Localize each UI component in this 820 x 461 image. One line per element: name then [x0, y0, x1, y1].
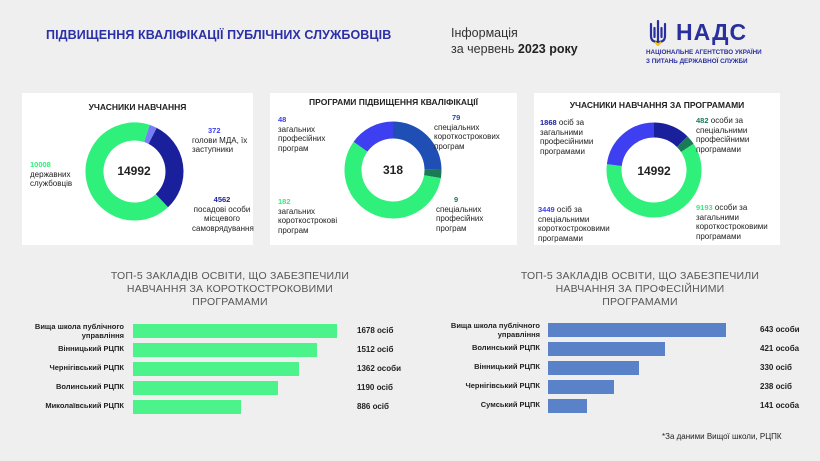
donut-1-center: 14992: [117, 164, 151, 178]
bar-category-label: Волинський РЦПК: [471, 343, 540, 352]
bar-value-label: 643 особи: [760, 325, 800, 334]
slice-text: особи за загальними короткостроковими пр…: [696, 203, 768, 241]
slice-value: 9: [454, 195, 459, 204]
logo-name: НАДС: [676, 19, 748, 45]
slice-text: особи за спеціальними професійними прогр…: [696, 116, 750, 154]
bar-value-label: 1190 осіб: [357, 383, 393, 392]
donut-2-center: 318: [382, 163, 404, 177]
donut-slice: [424, 169, 442, 179]
slice-value: 10008: [30, 160, 51, 169]
slice-text: посадові особи місцевого самоврядування: [192, 204, 254, 233]
donut-participants-by-program: [606, 122, 702, 218]
bar: [133, 362, 299, 376]
card-2-title: ПРОГРАМИ ПІДВИЩЕННЯ КВАЛІФІКАЦІЇ: [309, 97, 478, 107]
bar-value-label: 421 особа: [760, 344, 800, 353]
slice-label-civil-servants: 10008 державних службовців: [30, 160, 85, 189]
slice-value: 3449: [538, 205, 555, 214]
bar-value-label: 238 осіб: [760, 382, 792, 391]
slice-label-general-professional-people: 1868 осіб за загальними професійними про…: [540, 118, 610, 156]
donut-3-center: 14992: [637, 164, 671, 178]
bar: [548, 380, 614, 394]
period-line: за червень 2023 року: [451, 42, 578, 56]
donut-slice: [392, 121, 442, 171]
bar-category-label: Вінницький РЦПК: [58, 344, 124, 353]
donut-slice: [85, 122, 168, 221]
card-participants-by-program: [534, 93, 780, 245]
slice-text: голови МДА, їх заступники: [192, 135, 248, 155]
info-line: Інформація: [451, 26, 518, 40]
bar-value-label: 141 особа: [760, 401, 800, 410]
card-1-title: УЧАСНИКИ НАВЧАННЯ: [88, 102, 187, 112]
donut-slice: [653, 122, 688, 148]
bar: [548, 361, 640, 375]
slice-label-general-professional: 48 загальних професійних програм: [278, 115, 340, 153]
bar-chart-1-title: ТОП-5 ЗАКЛАДІВ ОСВІТИ, ЩО ЗАБЕЗПЕЧИЛИ НА…: [110, 270, 350, 308]
donut-slice: [143, 124, 157, 144]
donut-participants: [85, 122, 184, 221]
page-title: ПІДВИЩЕННЯ КВАЛІФІКАЦІЇ ПУБЛІЧНИХ СЛУЖБО…: [46, 28, 392, 42]
slice-label-heads: 372 голови МДА, їх заступники: [192, 126, 252, 155]
slice-label-general-short-people: 9193 особи за загальними короткострокови…: [696, 203, 784, 241]
period-prefix: за червень: [451, 42, 518, 56]
slice-value: 4562: [213, 195, 231, 204]
slice-text: спеціальних професійних програм: [436, 204, 484, 233]
slice-text: державних службовців: [30, 169, 73, 189]
bar: [548, 342, 665, 356]
slice-value: 1868: [540, 118, 557, 127]
bar-category-label: Миколаївський РЦПК: [45, 401, 124, 410]
bar: [133, 381, 278, 395]
card-3-title: УЧАСНИКИ НАВЧАННЯ ЗА ПРОГРАМАМИ: [569, 100, 745, 110]
slice-value: 79: [452, 113, 461, 122]
bar-value-label: 1512 осіб: [357, 345, 394, 354]
bar: [548, 399, 588, 413]
bar: [133, 400, 241, 414]
slice-label-special-professional: 9 спеціальних професійних програм: [436, 195, 516, 233]
slice-label-local-officials: 4562 посадові особи місцевого самоврядув…: [192, 195, 254, 233]
bar-value-label: 886 осіб: [357, 402, 389, 411]
bar-category-label: Вища школа публічного управління: [450, 321, 540, 339]
slice-label-general-short: 182 загальних короткострокові програм: [278, 197, 350, 235]
card-programs: [270, 93, 517, 245]
bar-value-label: 330 осіб: [760, 363, 792, 372]
trident-icon: [649, 20, 667, 46]
bar: [133, 324, 337, 338]
slice-text: загальних професійних програм: [278, 124, 326, 153]
donut-slice: [606, 143, 702, 218]
donut-slice: [606, 122, 655, 167]
slice-text: осіб за загальними професійними програма…: [540, 118, 594, 156]
slice-label-special-short: 79 спеціальних короткострокових програм: [434, 113, 518, 151]
bar-chart-2-title: ТОП-5 ЗАКЛАДІВ ОСВІТИ, ЩО ЗАБЕЗПЕЧИЛИ НА…: [520, 270, 760, 308]
slice-text: осіб за спеціальними короткостроковими п…: [538, 205, 610, 243]
bar-category-label: Вінницький РЦПК: [474, 362, 540, 371]
bar: [548, 323, 726, 337]
slice-label-special-professional-people: 482 особи за спеціальними професійними п…: [696, 116, 776, 154]
donut-slice: [344, 141, 441, 219]
slice-value: 48: [278, 115, 287, 124]
bar-category-label: Волинський РЦПК: [55, 382, 124, 391]
slice-label-special-short-people: 3449 осіб за спеціальними короткостроков…: [538, 205, 630, 243]
footnote: *За даними Вищої школи, РЦПК: [662, 432, 782, 441]
bar: [133, 343, 317, 357]
slice-value: 372: [208, 126, 221, 135]
slice-text: спеціальних короткострокових програм: [434, 122, 500, 151]
logo-subtitle-2: З ПИТАНЬ ДЕРЖАВНОЇ СЛУЖБИ: [646, 58, 748, 65]
slice-text: загальних короткострокові програм: [278, 206, 338, 235]
donut-slice: [148, 127, 184, 208]
slice-value: 482: [696, 116, 709, 125]
logo-subtitle-1: НАЦІОНАЛЬНЕ АГЕНТСТВО УКРАЇНИ: [646, 49, 762, 56]
donut-slice: [676, 136, 694, 153]
donut-slice: [353, 121, 394, 153]
bar-category-label: Сумський РЦПК: [480, 400, 540, 409]
bar-value-label: 1678 осіб: [357, 326, 394, 335]
period-year: 2023 року: [517, 42, 578, 56]
bar-category-label: Чернігівський РЦПК: [49, 363, 124, 372]
slice-value: 182: [278, 197, 291, 206]
bar-value-label: 1362 особи: [357, 364, 401, 373]
slice-value: 9193: [696, 203, 713, 212]
donut-programs: [344, 121, 442, 219]
bar-category-label: Вища школа публічного управління: [34, 322, 124, 340]
bar-category-label: Чернігівський РЦПК: [465, 381, 540, 390]
